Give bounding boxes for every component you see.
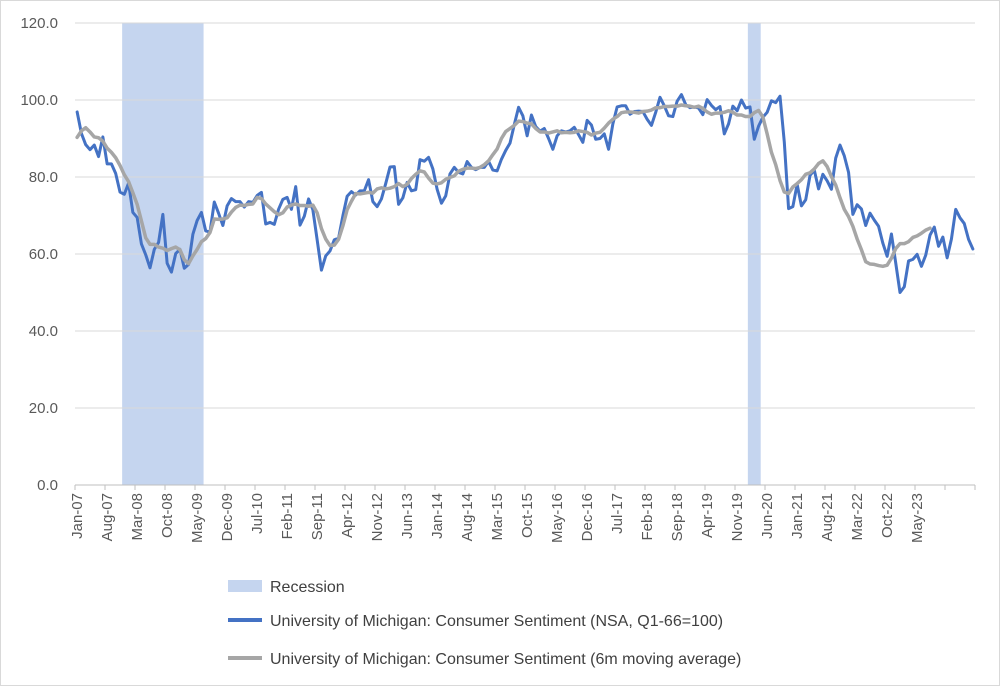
legend-recession-swatch: [228, 580, 262, 592]
x-tick-labels: Jan-07 Aug-07 Mar-08 Oct-08 May-09 Dec-09 Jul-…: [69, 493, 926, 543]
x-tick-label: Jul-17: [609, 493, 626, 534]
x-tick-label: Apr-12: [339, 493, 356, 538]
legend-moving-average-label: University of Michigan: Consumer Sentime…: [270, 651, 741, 668]
x-tick-label: Feb-11: [279, 493, 296, 539]
x-tick-label: Aug-14: [459, 493, 476, 541]
x-tick-label: Oct-15: [519, 493, 536, 538]
x-tick-label: Oct-08: [159, 493, 176, 538]
x-tick-label: Sep-11: [309, 493, 326, 540]
x-tick-label: Jul-10: [249, 493, 266, 534]
x-tick-label: Sep-18: [669, 493, 686, 541]
series-line-nsa: [75, 93, 975, 294]
x-tick-label: Nov-19: [729, 493, 746, 541]
y-tick-label: 120.0: [20, 15, 58, 32]
x-tick-label: Mar-15: [489, 493, 506, 541]
x-tick-label: Apr-19: [699, 493, 716, 538]
y-tick-label: 100.0: [20, 92, 58, 109]
x-tick-label: Jan-14: [429, 493, 446, 539]
x-tick-label: Dec-09: [219, 493, 236, 541]
legend: Recession University of Michigan: Consum…: [228, 579, 741, 668]
y-tick-label: 40.0: [29, 323, 58, 340]
x-tick-label: Aug-21: [819, 493, 836, 541]
x-tick-label: Jan-07: [69, 493, 86, 539]
x-tick-label: Nov-12: [369, 493, 386, 541]
y-tick-label: 80.0: [29, 169, 58, 186]
x-tick-label: Dec-16: [579, 493, 596, 541]
legend-recession-label: Recession: [270, 579, 345, 596]
series-lines: [75, 93, 975, 294]
x-tick-label: May-23: [909, 493, 926, 543]
y-tick-label: 20.0: [29, 400, 58, 417]
x-tick-label: May-16: [549, 493, 566, 543]
series-line-moving-average: [75, 103, 932, 269]
x-tick-label: Oct-22: [879, 493, 896, 538]
x-tick-label: Aug-07: [99, 493, 116, 541]
x-tick-label: Mar-22: [849, 493, 866, 541]
y-tick-label: 0.0: [37, 477, 58, 494]
x-tick-label: Feb-18: [639, 493, 656, 541]
legend-nsa-label: University of Michigan: Consumer Sentime…: [270, 613, 723, 630]
x-tick-label: Jun-20: [759, 493, 776, 539]
y-tick-label: 60.0: [29, 246, 58, 263]
x-tick-label: Jun-13: [399, 493, 416, 539]
axes: [74, 484, 976, 490]
x-tick-label: Jan-21: [789, 493, 806, 539]
gridlines: [75, 22, 975, 409]
y-tick-labels: 0.0 20.0 40.0 60.0 80.0 100.0 120.0: [20, 15, 58, 494]
x-tick-label: Mar-08: [129, 493, 146, 541]
x-tick-label: May-09: [189, 493, 206, 543]
